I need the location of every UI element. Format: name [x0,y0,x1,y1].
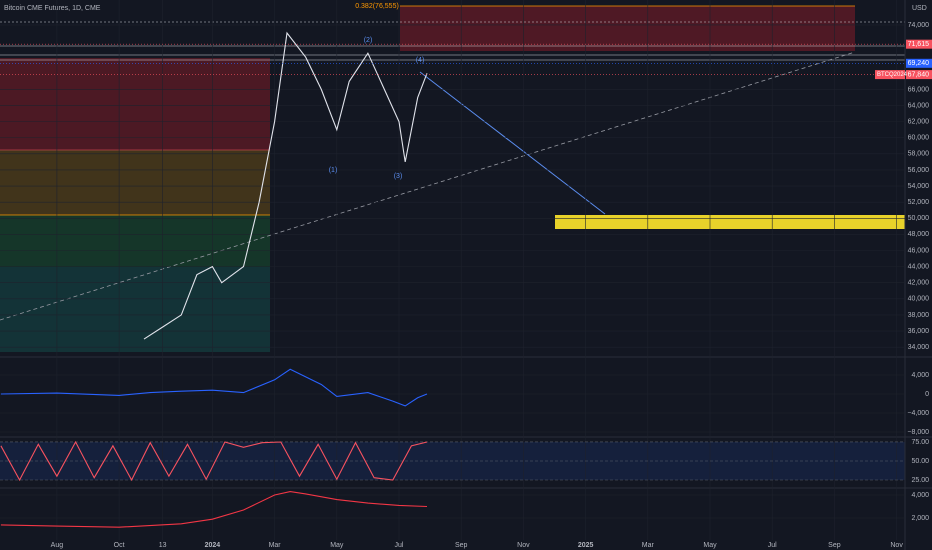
annotation: (3) [394,173,403,180]
x-tick-label: May [330,542,344,549]
x-tick-label: 2024 [205,542,221,549]
zone-green [0,215,270,267]
price-name-box [875,70,905,80]
zone-target-top [400,6,855,51]
y-tick-label: 38,000 [908,312,930,319]
chart-title: Bitcoin CME Futures, 1D, CME [4,5,101,12]
x-tick-label: Aug [51,542,64,549]
y-tick-label: 52,000 [908,199,930,206]
series-line [143,31,428,340]
x-tick-label: Mar [642,542,655,549]
series-line [0,440,428,482]
y-tick-label: 42,000 [908,280,930,287]
zone-red [0,58,270,150]
price-name: BTCQ2024 [877,72,908,78]
x-tick-label: 13 [159,542,167,549]
y-tick-label: 56,000 [908,167,930,174]
y-tick-label: −4,000 [907,410,929,417]
y-tick-label: 40,000 [908,296,930,303]
projection-line [419,71,606,215]
y-tick-label: 25.00 [911,477,929,484]
y-tick-label: 64,000 [908,102,930,109]
price-label: 67,840 [908,71,930,78]
x-tick-label: 2025 [578,542,594,549]
x-tick-label: Sep [828,542,841,549]
zone-orange [0,150,270,215]
price-label-box [906,58,932,68]
y-tick-label: 58,000 [908,151,930,158]
y-tick-label: 62,000 [908,118,930,125]
y-tick-label: 2,000 [911,515,929,522]
x-tick-label: Jul [395,542,404,549]
y-tick-label: 48,000 [908,231,930,238]
y-tick-label: 50.00 [911,458,929,465]
zone-teal [0,267,270,352]
annotation: 0.382(76,555) [355,3,399,10]
series-line [0,491,428,528]
x-tick-label: Jul [768,542,777,549]
price-label-box [906,70,932,80]
x-tick-label: Sep [455,542,468,549]
price-label: 71,615 [908,41,930,48]
y-tick-label: 66,000 [908,86,930,93]
unit-label: USD [912,5,927,12]
y-tick-label: 44,000 [908,263,930,270]
x-tick-label: Mar [269,542,282,549]
annotation: (4) [416,57,425,64]
x-tick-label: Nov [890,542,903,549]
y-tick-label: 46,000 [908,247,930,254]
y-tick-label: 34,000 [908,344,930,351]
price-label: 69,240 [908,60,930,67]
target-box [555,215,905,229]
price-label-box [906,39,932,49]
series-line [0,368,428,407]
x-tick-label: Oct [114,542,125,549]
y-tick-label: 4,000 [911,492,929,499]
y-tick-label: 60,000 [908,135,930,142]
y-tick-label: 0 [925,391,929,398]
y-tick-label: 74,000 [908,22,930,29]
y-tick-label: 4,000 [911,372,929,379]
x-tick-label: May [703,542,717,549]
y-tick-label: −8,000 [907,429,929,436]
y-tick-label: 36,000 [908,328,930,335]
y-tick-label: 75.00 [911,439,929,446]
y-tick-label: 54,000 [908,183,930,190]
x-tick-label: Nov [517,542,530,549]
annotation: (2) [364,37,373,44]
y-tick-label: 50,000 [908,215,930,222]
annotation: (1) [329,167,338,174]
